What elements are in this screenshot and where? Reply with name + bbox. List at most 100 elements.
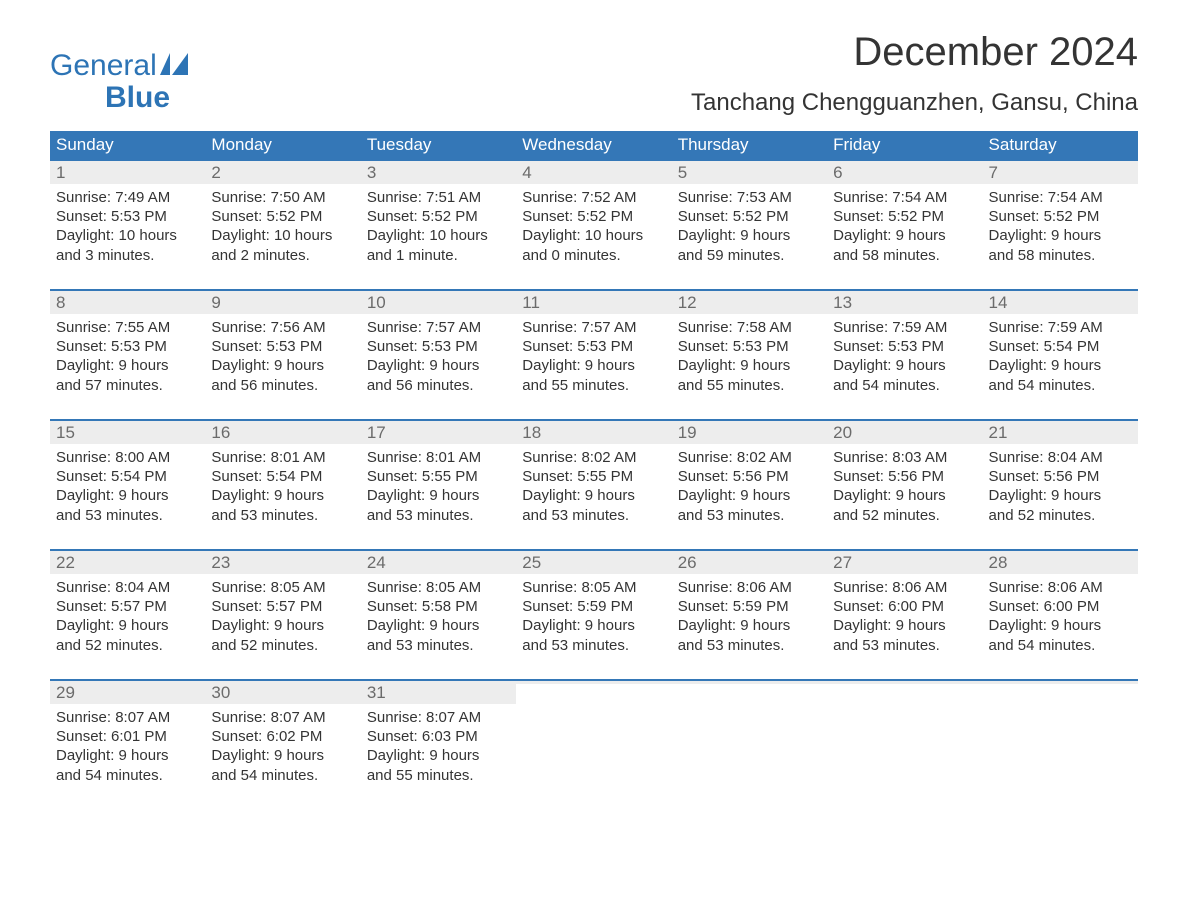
day-number: 2 <box>205 161 360 184</box>
day-line: Sunset: 5:53 PM <box>367 337 510 356</box>
day-line: Daylight: 9 hours <box>522 486 665 505</box>
day-line: Daylight: 9 hours <box>989 486 1132 505</box>
day-cell: 15Sunrise: 8:00 AMSunset: 5:54 PMDayligh… <box>50 421 205 549</box>
day-body: Sunrise: 8:06 AMSunset: 6:00 PMDaylight:… <box>983 574 1138 655</box>
day-line: Daylight: 10 hours <box>211 226 354 245</box>
day-line: Sunrise: 7:56 AM <box>211 318 354 337</box>
day-line: and 53 minutes. <box>678 636 821 655</box>
day-line: Sunset: 5:56 PM <box>989 467 1132 486</box>
day-cell: 6Sunrise: 7:54 AMSunset: 5:52 PMDaylight… <box>827 161 982 289</box>
day-body: Sunrise: 7:59 AMSunset: 5:53 PMDaylight:… <box>827 314 982 395</box>
day-line: Sunset: 5:52 PM <box>367 207 510 226</box>
day-line: Sunset: 6:02 PM <box>211 727 354 746</box>
day-body <box>827 684 982 688</box>
day-number: 22 <box>50 551 205 574</box>
day-body: Sunrise: 7:53 AMSunset: 5:52 PMDaylight:… <box>672 184 827 265</box>
day-line: Sunrise: 7:54 AM <box>989 188 1132 207</box>
weekday-header: Sunday <box>50 131 205 159</box>
day-line: and 55 minutes. <box>678 376 821 395</box>
day-line: Sunset: 5:54 PM <box>989 337 1132 356</box>
day-line: Sunrise: 7:50 AM <box>211 188 354 207</box>
day-body: Sunrise: 7:49 AMSunset: 5:53 PMDaylight:… <box>50 184 205 265</box>
day-line: Sunrise: 8:03 AM <box>833 448 976 467</box>
day-body: Sunrise: 8:07 AMSunset: 6:02 PMDaylight:… <box>205 704 360 785</box>
day-line: Sunset: 5:55 PM <box>367 467 510 486</box>
day-line: Sunset: 5:53 PM <box>56 337 199 356</box>
day-cell: 19Sunrise: 8:02 AMSunset: 5:56 PMDayligh… <box>672 421 827 549</box>
day-line: Sunset: 5:52 PM <box>989 207 1132 226</box>
day-number: 20 <box>827 421 982 444</box>
day-line: Daylight: 9 hours <box>522 356 665 375</box>
day-line: Sunrise: 7:52 AM <box>522 188 665 207</box>
day-number: 12 <box>672 291 827 314</box>
day-line: Daylight: 10 hours <box>56 226 199 245</box>
day-line: and 53 minutes. <box>56 506 199 525</box>
day-line: Daylight: 10 hours <box>367 226 510 245</box>
day-line: Daylight: 10 hours <box>522 226 665 245</box>
day-line: Sunset: 6:01 PM <box>56 727 199 746</box>
day-line: and 53 minutes. <box>833 636 976 655</box>
day-cell: 30Sunrise: 8:07 AMSunset: 6:02 PMDayligh… <box>205 681 360 809</box>
day-body: Sunrise: 7:50 AMSunset: 5:52 PMDaylight:… <box>205 184 360 265</box>
day-cell: 11Sunrise: 7:57 AMSunset: 5:53 PMDayligh… <box>516 291 671 419</box>
day-line: Daylight: 9 hours <box>678 356 821 375</box>
day-body: Sunrise: 8:07 AMSunset: 6:01 PMDaylight:… <box>50 704 205 785</box>
day-line: and 52 minutes. <box>989 506 1132 525</box>
day-line: Sunset: 5:52 PM <box>833 207 976 226</box>
day-body: Sunrise: 8:00 AMSunset: 5:54 PMDaylight:… <box>50 444 205 525</box>
day-cell: 28Sunrise: 8:06 AMSunset: 6:00 PMDayligh… <box>983 551 1138 679</box>
day-line: and 53 minutes. <box>522 506 665 525</box>
day-line: Sunset: 5:53 PM <box>211 337 354 356</box>
day-line: Sunset: 6:03 PM <box>367 727 510 746</box>
day-cell <box>672 681 827 809</box>
day-number: 13 <box>827 291 982 314</box>
day-line: Sunset: 5:52 PM <box>678 207 821 226</box>
day-line: Sunrise: 8:07 AM <box>211 708 354 727</box>
weekday-header: Friday <box>827 131 982 159</box>
day-cell: 31Sunrise: 8:07 AMSunset: 6:03 PMDayligh… <box>361 681 516 809</box>
day-line: Sunset: 6:00 PM <box>833 597 976 616</box>
day-cell: 21Sunrise: 8:04 AMSunset: 5:56 PMDayligh… <box>983 421 1138 549</box>
logo-text-2: Blue <box>50 82 194 114</box>
day-line: Daylight: 9 hours <box>56 746 199 765</box>
day-line: Sunrise: 8:02 AM <box>678 448 821 467</box>
day-line: Daylight: 9 hours <box>367 616 510 635</box>
day-line: and 55 minutes. <box>522 376 665 395</box>
day-line: and 54 minutes. <box>833 376 976 395</box>
day-line: Sunrise: 8:01 AM <box>367 448 510 467</box>
day-line: Daylight: 9 hours <box>678 226 821 245</box>
day-cell: 26Sunrise: 8:06 AMSunset: 5:59 PMDayligh… <box>672 551 827 679</box>
day-cell: 17Sunrise: 8:01 AMSunset: 5:55 PMDayligh… <box>361 421 516 549</box>
logo: General Blue <box>50 30 194 113</box>
day-line: Sunrise: 8:02 AM <box>522 448 665 467</box>
day-number: 17 <box>361 421 516 444</box>
day-cell: 10Sunrise: 7:57 AMSunset: 5:53 PMDayligh… <box>361 291 516 419</box>
day-number: 24 <box>361 551 516 574</box>
day-line: and 53 minutes. <box>367 506 510 525</box>
day-number: 8 <box>50 291 205 314</box>
day-body: Sunrise: 7:56 AMSunset: 5:53 PMDaylight:… <box>205 314 360 395</box>
day-line: and 53 minutes. <box>211 506 354 525</box>
day-body: Sunrise: 7:51 AMSunset: 5:52 PMDaylight:… <box>361 184 516 265</box>
day-line: and 58 minutes. <box>833 246 976 265</box>
day-number: 26 <box>672 551 827 574</box>
day-number: 21 <box>983 421 1138 444</box>
day-cell <box>983 681 1138 809</box>
day-line: Sunset: 5:53 PM <box>522 337 665 356</box>
day-line: Sunset: 5:59 PM <box>678 597 821 616</box>
day-body: Sunrise: 7:54 AMSunset: 5:52 PMDaylight:… <box>983 184 1138 265</box>
day-line: and 52 minutes. <box>833 506 976 525</box>
day-body: Sunrise: 8:04 AMSunset: 5:56 PMDaylight:… <box>983 444 1138 525</box>
day-line: Daylight: 9 hours <box>678 616 821 635</box>
day-cell: 3Sunrise: 7:51 AMSunset: 5:52 PMDaylight… <box>361 161 516 289</box>
weekday-header: Saturday <box>983 131 1138 159</box>
day-line: Sunset: 5:52 PM <box>211 207 354 226</box>
day-line: Sunrise: 8:07 AM <box>56 708 199 727</box>
day-line: and 54 minutes. <box>989 376 1132 395</box>
weekday-header: Tuesday <box>361 131 516 159</box>
day-cell: 29Sunrise: 8:07 AMSunset: 6:01 PMDayligh… <box>50 681 205 809</box>
day-cell: 14Sunrise: 7:59 AMSunset: 5:54 PMDayligh… <box>983 291 1138 419</box>
day-line: Daylight: 9 hours <box>833 486 976 505</box>
calendar: Sunday Monday Tuesday Wednesday Thursday… <box>50 131 1138 809</box>
day-line: and 53 minutes. <box>678 506 821 525</box>
